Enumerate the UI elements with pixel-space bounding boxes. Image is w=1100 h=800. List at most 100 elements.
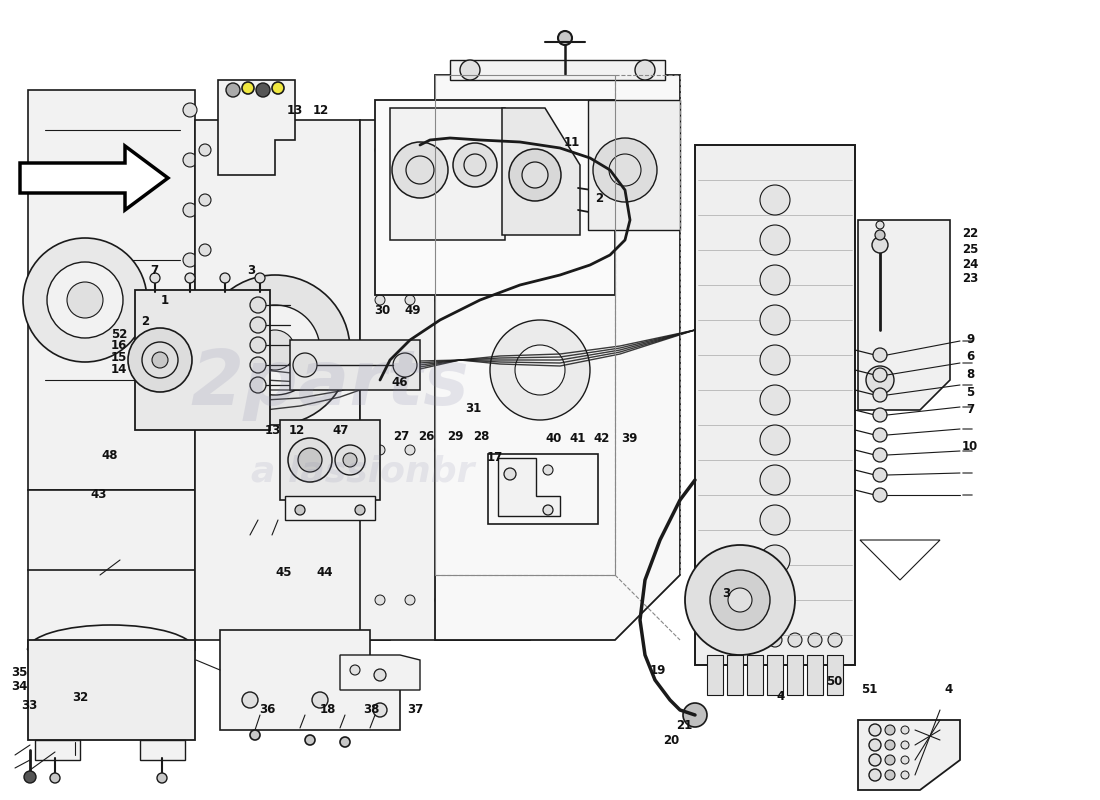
- Circle shape: [176, 658, 184, 666]
- Circle shape: [23, 238, 147, 362]
- Polygon shape: [450, 60, 666, 80]
- Circle shape: [495, 295, 505, 305]
- Bar: [767, 655, 783, 695]
- Polygon shape: [28, 90, 195, 490]
- Text: 23: 23: [962, 272, 978, 285]
- Circle shape: [47, 262, 123, 338]
- Text: 16: 16: [111, 339, 126, 352]
- Circle shape: [250, 357, 266, 373]
- Circle shape: [465, 595, 475, 605]
- Text: 15: 15: [111, 351, 126, 364]
- Text: 18: 18: [320, 703, 336, 716]
- Circle shape: [901, 771, 909, 779]
- Circle shape: [375, 145, 385, 155]
- Circle shape: [515, 345, 565, 395]
- Text: 33: 33: [22, 699, 37, 712]
- Circle shape: [199, 194, 211, 206]
- Circle shape: [220, 273, 230, 283]
- Circle shape: [379, 414, 390, 426]
- Circle shape: [873, 388, 887, 402]
- Circle shape: [295, 505, 305, 515]
- Circle shape: [869, 754, 881, 766]
- Bar: [786, 655, 803, 695]
- Circle shape: [199, 414, 211, 426]
- Circle shape: [873, 368, 887, 382]
- Text: 13: 13: [287, 104, 303, 117]
- Circle shape: [748, 633, 762, 647]
- Text: 25: 25: [962, 243, 978, 256]
- Circle shape: [230, 305, 320, 395]
- Circle shape: [708, 633, 722, 647]
- Circle shape: [515, 145, 525, 155]
- Circle shape: [373, 703, 387, 717]
- Text: a lassionbr: a lassionbr: [251, 455, 475, 489]
- Circle shape: [464, 154, 486, 176]
- Circle shape: [374, 669, 386, 681]
- Polygon shape: [498, 458, 560, 516]
- Circle shape: [340, 737, 350, 747]
- Polygon shape: [340, 655, 420, 690]
- Circle shape: [901, 726, 909, 734]
- Circle shape: [515, 445, 525, 455]
- Text: 3: 3: [246, 264, 255, 277]
- Circle shape: [808, 633, 822, 647]
- Bar: [827, 655, 843, 695]
- Circle shape: [288, 438, 332, 482]
- Circle shape: [250, 337, 266, 353]
- Text: 50: 50: [826, 675, 842, 688]
- Circle shape: [312, 692, 328, 708]
- Text: 36: 36: [260, 703, 275, 716]
- Circle shape: [760, 185, 790, 215]
- Circle shape: [250, 730, 260, 740]
- Circle shape: [375, 595, 385, 605]
- Circle shape: [128, 328, 192, 392]
- Circle shape: [183, 203, 197, 217]
- Polygon shape: [858, 220, 950, 410]
- Text: 24: 24: [962, 258, 978, 270]
- Circle shape: [886, 770, 895, 780]
- Text: 32: 32: [73, 691, 88, 704]
- Polygon shape: [280, 420, 380, 500]
- Text: 10: 10: [962, 440, 978, 453]
- Circle shape: [406, 156, 434, 184]
- Circle shape: [434, 595, 446, 605]
- Circle shape: [255, 273, 265, 283]
- Text: 48: 48: [101, 450, 119, 462]
- Text: 42: 42: [594, 432, 609, 445]
- Text: 43: 43: [91, 488, 107, 501]
- Circle shape: [67, 282, 103, 318]
- Circle shape: [142, 342, 178, 378]
- Circle shape: [873, 348, 887, 362]
- Text: 38: 38: [364, 703, 380, 716]
- Text: 39: 39: [621, 432, 637, 445]
- Circle shape: [490, 320, 590, 420]
- Polygon shape: [434, 75, 680, 640]
- Circle shape: [405, 145, 415, 155]
- Circle shape: [183, 103, 197, 117]
- Circle shape: [393, 353, 417, 377]
- Circle shape: [876, 221, 884, 229]
- Circle shape: [453, 143, 497, 187]
- Circle shape: [760, 345, 790, 375]
- Circle shape: [56, 658, 64, 666]
- Circle shape: [558, 31, 572, 45]
- Circle shape: [635, 60, 654, 80]
- Circle shape: [515, 295, 525, 305]
- Circle shape: [405, 295, 415, 305]
- Circle shape: [495, 445, 505, 455]
- Circle shape: [509, 149, 561, 201]
- Circle shape: [873, 488, 887, 502]
- Circle shape: [504, 468, 516, 480]
- Polygon shape: [695, 145, 855, 665]
- Text: 9: 9: [966, 333, 975, 346]
- Circle shape: [250, 317, 266, 333]
- Circle shape: [873, 468, 887, 482]
- Circle shape: [886, 725, 895, 735]
- Circle shape: [460, 60, 480, 80]
- Circle shape: [434, 445, 446, 455]
- Bar: [488, 454, 598, 524]
- Circle shape: [242, 82, 254, 94]
- Text: 2parts: 2parts: [190, 347, 470, 421]
- Polygon shape: [28, 570, 195, 650]
- Circle shape: [828, 633, 842, 647]
